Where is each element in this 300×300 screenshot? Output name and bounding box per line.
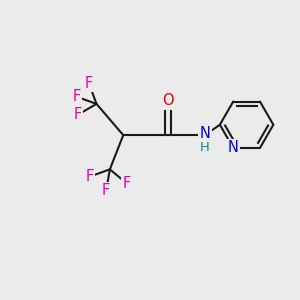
Text: N: N [228, 140, 239, 155]
Text: N: N [200, 126, 210, 141]
Text: F: F [72, 89, 80, 104]
Text: H: H [200, 141, 210, 154]
Text: F: F [85, 76, 93, 91]
Text: O: O [162, 94, 174, 109]
Text: F: F [102, 183, 110, 198]
Text: F: F [122, 176, 130, 190]
Text: F: F [85, 169, 94, 184]
Text: F: F [74, 107, 82, 122]
